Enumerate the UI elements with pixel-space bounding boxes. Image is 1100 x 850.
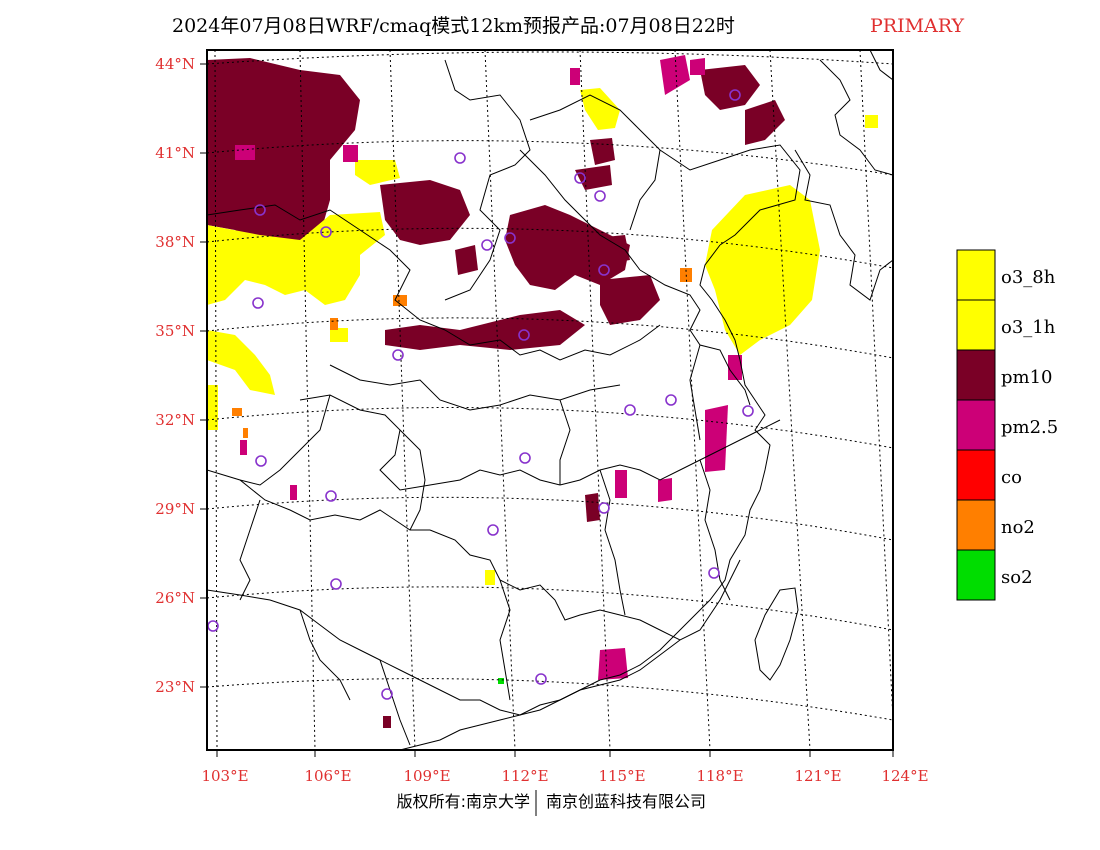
legend-swatch-pm10	[956, 349, 996, 401]
legend-label-pm10: pm10	[1001, 367, 1053, 388]
no2-region	[232, 268, 692, 438]
legend-swatch-co	[956, 449, 996, 501]
station-markers	[207, 89, 754, 700]
map-panel	[206, 49, 894, 751]
map-title-tag: PRIMARY	[870, 15, 964, 37]
legend-label-no2: no2	[1001, 517, 1035, 538]
footer-copyright: 版权所有:南京大学	[397, 792, 530, 811]
legend-label-pm25: pm2.5	[1001, 417, 1058, 438]
lat-tick-38: 38°N	[155, 233, 195, 251]
legend-swatch-pm25	[956, 399, 996, 451]
legend: o3_8h o3_1h pm10 pm2.5 co no2 so2	[956, 249, 1058, 601]
so2-region	[498, 678, 504, 684]
legend-swatch-no2	[956, 499, 996, 551]
lon-tick-106: 106°E	[304, 767, 351, 785]
lon-tick-109: 109°E	[403, 767, 450, 785]
map-frame	[206, 49, 894, 751]
lat-tick-29: 29°N	[155, 500, 195, 518]
lon-tick-115: 115°E	[598, 767, 645, 785]
graticule	[207, 50, 893, 750]
legend-swatch-o3-1h	[956, 299, 996, 351]
lat-tick-35: 35°N	[155, 322, 195, 340]
lat-tick-41: 41°N	[155, 144, 195, 162]
footer-company: 南京创蓝科技有限公司	[546, 792, 706, 811]
pm25-region	[235, 55, 742, 680]
lat-tick-labels: 44°N 41°N 38°N 35°N 32°N 29°N 26°N 23°N	[155, 55, 207, 696]
map-title: 2024年07月08日WRF/cmaq模式12km预报产品:07月08日22时	[172, 15, 735, 37]
coastline	[399, 50, 893, 750]
lon-tick-103: 103°E	[201, 767, 248, 785]
legend-swatch-o3-8h	[956, 249, 996, 301]
lat-tick-23: 23°N	[155, 678, 195, 696]
lat-tick-44: 44°N	[155, 55, 195, 73]
lat-tick-26: 26°N	[155, 589, 195, 607]
lon-tick-labels: 103°E 106°E 109°E 112°E 115°E 118°E 121°…	[201, 750, 929, 785]
legend-label-co: co	[1001, 467, 1022, 488]
lon-tick-112: 112°E	[501, 767, 548, 785]
lon-tick-118: 118°E	[696, 767, 743, 785]
pm10-region	[207, 58, 785, 728]
lon-tick-121: 121°E	[794, 767, 841, 785]
legend-label-o3-1h: o3_1h	[1001, 317, 1056, 338]
legend-label-so2: so2	[1001, 567, 1033, 588]
lon-tick-124: 124°E	[881, 767, 928, 785]
lat-tick-32: 32°N	[155, 411, 195, 429]
o3-region	[207, 88, 878, 585]
legend-label-o3-8h: o3_8h	[1001, 267, 1056, 288]
legend-swatch-so2	[956, 549, 996, 601]
